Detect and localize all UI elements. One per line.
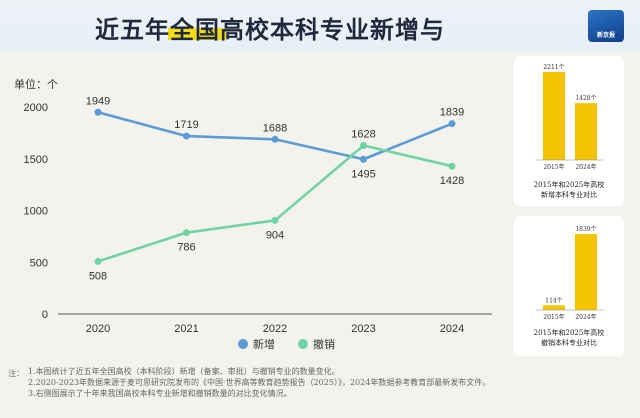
bar [575,234,597,310]
bar-value-label: 1428个 [575,95,596,102]
data-point [94,257,102,265]
bar-category-label: 2015年 [543,163,564,171]
data-label: 1628 [351,129,375,141]
series-line-added [97,111,453,161]
x-tick-label: 2022 [263,323,287,335]
data-point [271,216,279,224]
x-tick-label: 2023 [351,323,375,335]
data-label: 1428 [440,175,464,187]
legend-label: 撤销 [313,337,335,351]
data-point [448,120,456,128]
data-point [360,142,367,150]
legend-swatch [298,339,308,349]
data-label: 1719 [174,119,198,131]
data-label: 1949 [86,95,110,107]
data-point [448,162,456,170]
y-tick-label: 1500 [24,154,48,166]
bar-category-label: 2024年 [575,163,596,171]
legend-label: 新增 [253,337,275,351]
header-bar: 近五年全国高校本科专业新增与 新京报 [0,0,640,52]
bar-value-label: 2211个 [543,64,564,71]
footnote-line: 2.2020-2023年数据来源于麦可思研究院发布的《中国·世界高等教育趋势报告… [28,378,491,387]
data-label: 1688 [263,122,287,134]
side-caption-added: 2015年和2025年高校 新增本科专业对比 [514,180,624,200]
brand-logo: 新京报 [588,10,624,42]
data-label: 1495 [351,168,375,180]
side-caption-line: 2015年和2025年高校 [533,181,605,189]
side-panel-added: 2211个 2015年 1428个 2024年 2015年和2025年高校 新增本科专… [514,56,624,206]
series-line-withdrawn [97,144,453,263]
side-caption-line: 2015年和2025年高校 [533,329,605,337]
bar [543,72,565,160]
bar-category-label: 2015年 [543,313,564,321]
data-point [271,135,279,143]
side-caption-line: 撤销本科专业对比 [541,339,597,347]
data-point [360,155,367,163]
side-caption-withdrawn: 2015年和2025年高校 撤销本科专业对比 [514,328,624,348]
bar [575,103,597,160]
bar-category-label: 2024年 [575,313,596,321]
footnote-line: 1.本图统计了近五年全国高校（本科阶段）新增（备案、审批）与撤销专业的数量变化。 [28,367,340,376]
x-tick-label: 2020 [86,323,110,335]
line-chart: 0 500 1000 1500 2000 2020 2021 2022 2023 2024 1949… [24,95,492,351]
x-tick-label: 2024 [440,323,464,335]
bar-chart-added: 2211个 2015年 1428个 2024年 [536,64,604,171]
y-tick-label: 0 [42,309,48,321]
footnote-line: 3.右侧图展示了十年来我国高校本科专业新增和撤销数量的对比变化情况。 [28,389,292,398]
data-label: 1839 [440,107,464,119]
data-label: 508 [89,270,107,282]
bar-value-label: 114个 [545,297,562,304]
unit-label: 单位：个 [14,78,58,91]
data-point [183,229,190,237]
data-label: 904 [266,229,284,241]
page-title: 近五年全国高校本科专业新增与 [95,15,445,44]
x-tick-label: 2021 [174,323,198,335]
y-tick-label: 500 [30,257,48,269]
footnote-lines: 1.本图统计了近五年全国高校（本科阶段）新增（备案、审批）与撤销专业的数量变化。… [28,366,490,399]
bar [543,305,565,310]
side-panel-withdrawn: 114个 2015年 1839个 2024年 2015年和2025年高校 撤销本科专业… [514,216,624,356]
data-point [183,132,190,140]
legend-swatch [238,339,248,349]
y-tick-label: 1000 [24,206,48,218]
y-tick-label: 2000 [24,102,48,114]
logo-text: 新京报 [596,32,615,39]
title-highlight [168,28,226,40]
side-caption-line: 新增本科专业对比 [541,191,597,199]
data-point [94,108,102,116]
footnote-label: 注： [8,369,24,378]
bar-value-label: 1839个 [575,226,596,233]
data-label: 786 [177,242,195,254]
bar-chart-withdrawn: 114个 2015年 1839个 2024年 [536,226,604,321]
